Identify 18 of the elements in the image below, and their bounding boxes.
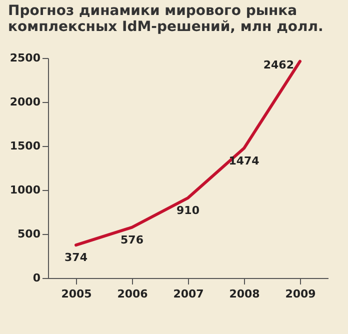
data-label: 374 — [64, 251, 88, 264]
x-tick-label: 2008 — [229, 288, 260, 300]
y-tick-label: 2000 — [10, 96, 41, 108]
x-tick-label: 2007 — [173, 288, 204, 300]
x-tick-label: 2009 — [285, 288, 316, 300]
chart-title: Прогноз динамики мирового рынка комплексных IdM-решений, млн долл. — [8, 3, 324, 35]
y-tick-label: 1000 — [10, 184, 41, 196]
line-series — [74, 60, 302, 247]
y-tick-label: 2500 — [10, 52, 41, 64]
x-tick-label: 2006 — [117, 288, 148, 300]
data-label: 2462 — [263, 58, 294, 72]
y-tick-label: 1500 — [10, 140, 41, 152]
x-tick-label: 2005 — [61, 288, 92, 300]
data-label: 910 — [176, 204, 200, 217]
y-tick-label: 500 — [18, 228, 41, 240]
data-label: 1474 — [228, 154, 260, 168]
y-tick-label: 0 — [32, 272, 41, 284]
data-label: 576 — [120, 233, 144, 246]
